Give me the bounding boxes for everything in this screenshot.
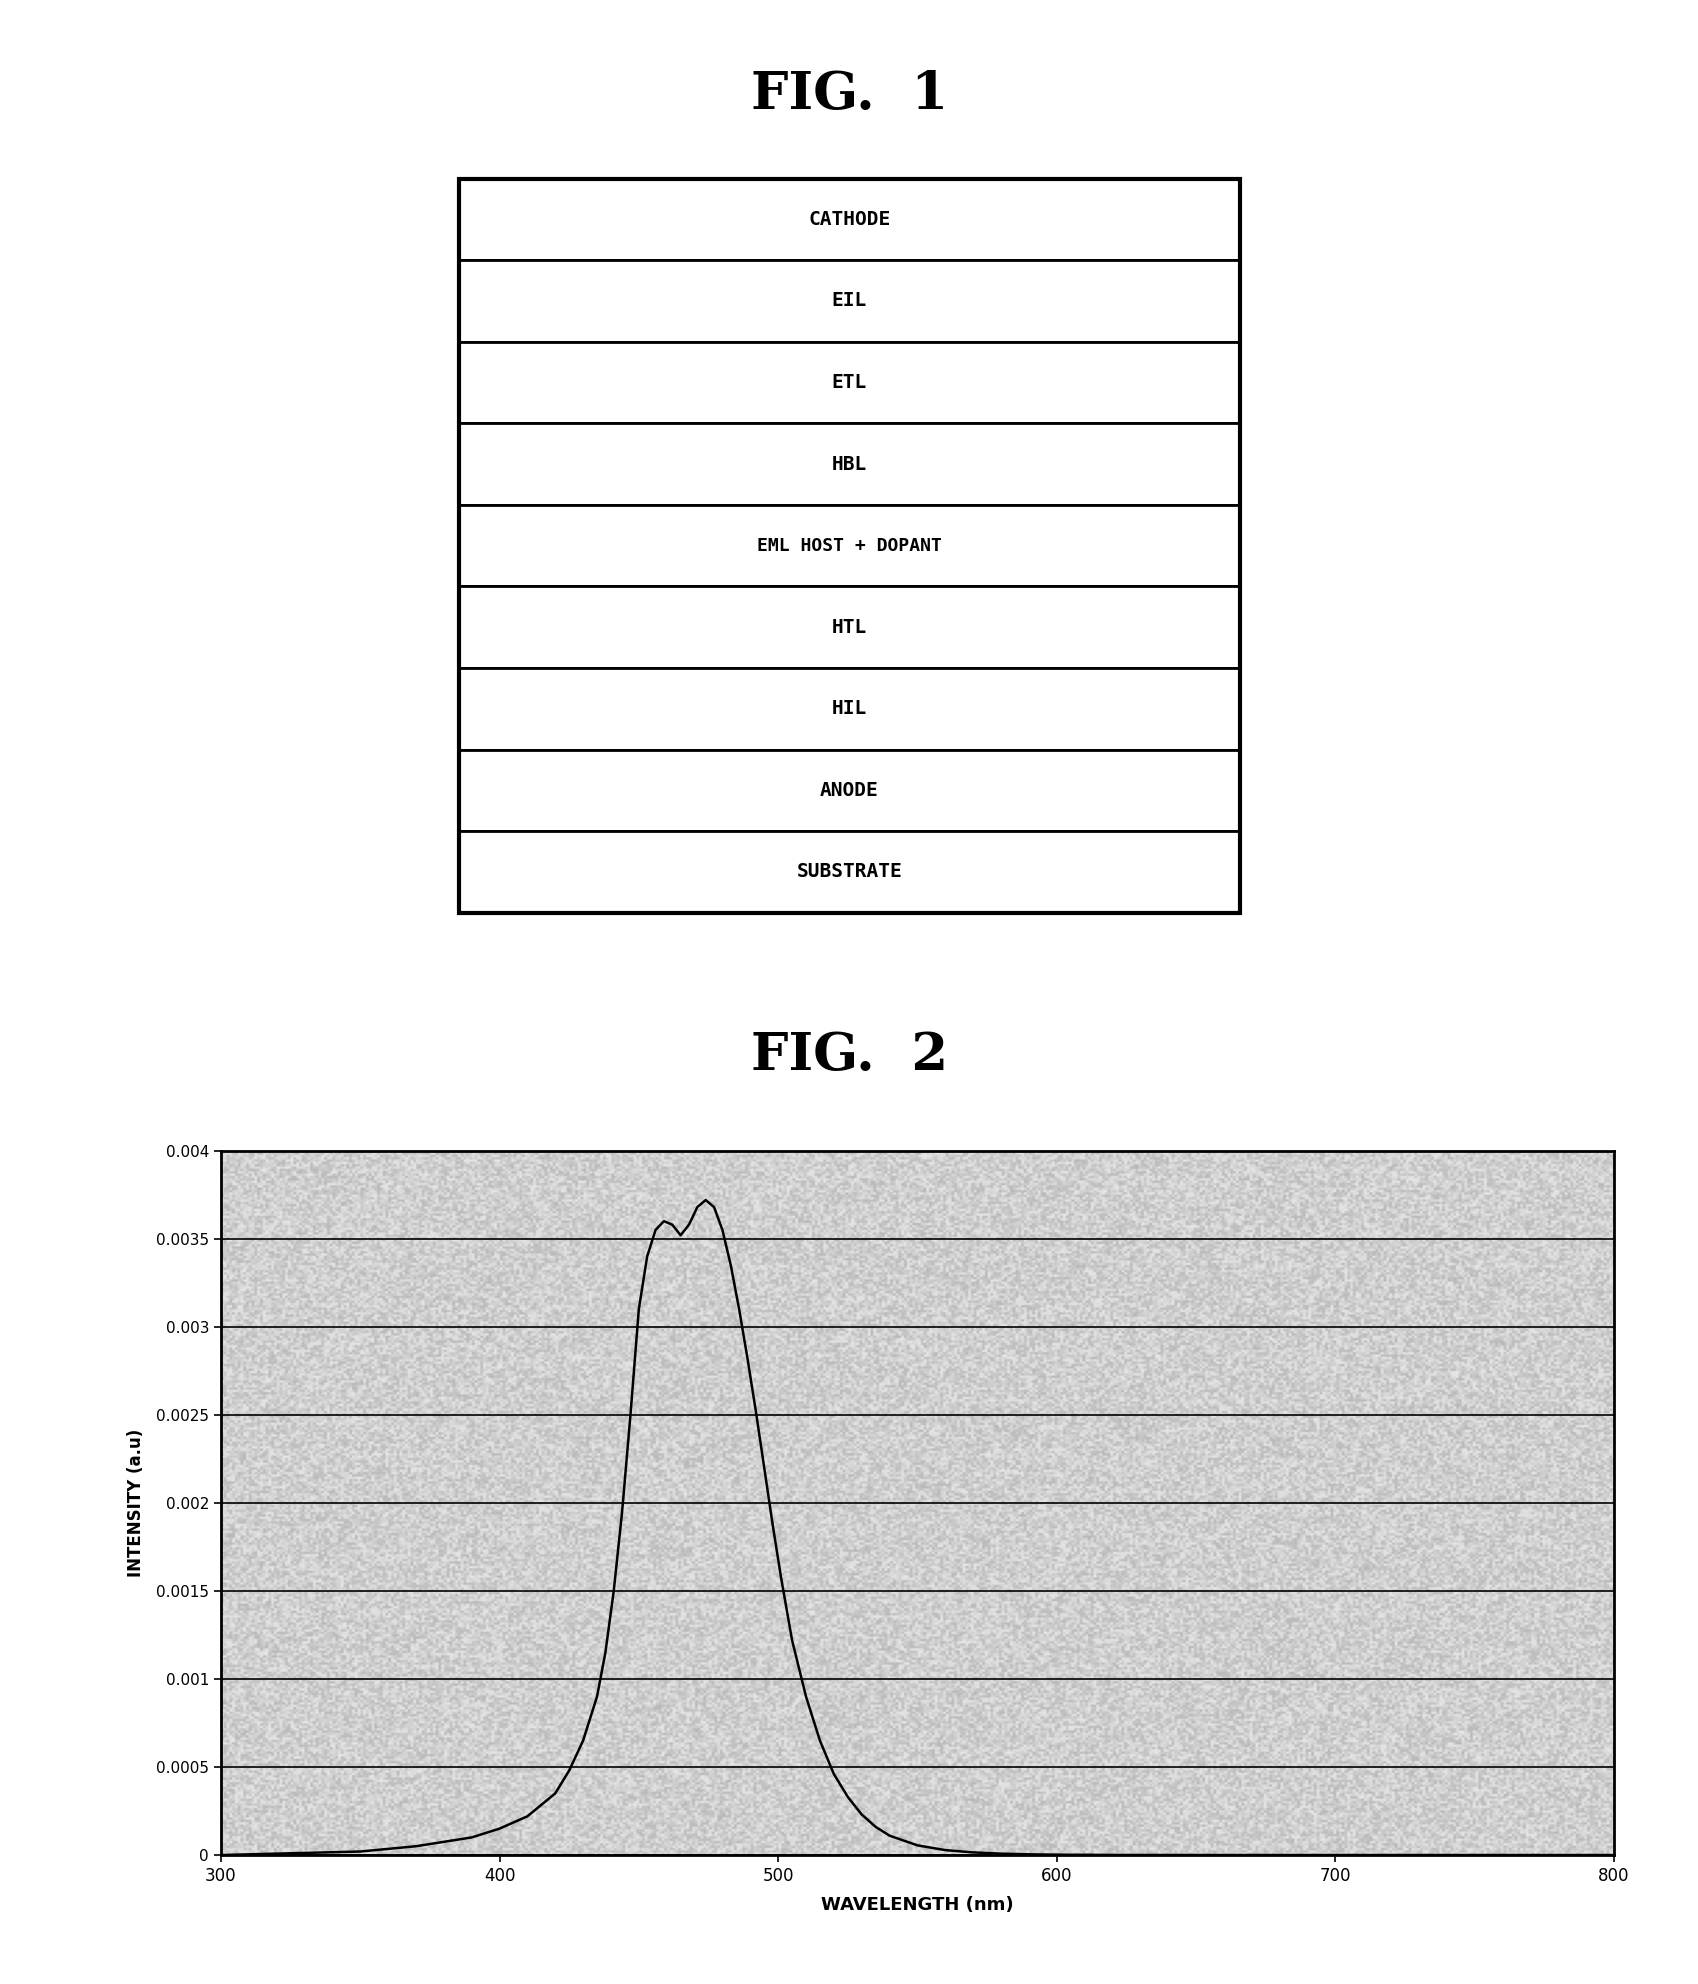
Text: EIL: EIL xyxy=(832,292,866,310)
Text: ANODE: ANODE xyxy=(820,782,878,800)
Text: ETL: ETL xyxy=(832,373,866,393)
Bar xyxy=(458,260,1240,341)
Bar xyxy=(458,423,1240,504)
Bar xyxy=(458,669,1240,750)
Bar xyxy=(458,504,1240,587)
Y-axis label: INTENSITY (a.u): INTENSITY (a.u) xyxy=(127,1428,144,1577)
Bar xyxy=(458,179,1240,260)
Text: EML HOST + DOPANT: EML HOST + DOPANT xyxy=(757,536,941,556)
Bar xyxy=(458,341,1240,423)
Text: HIL: HIL xyxy=(832,698,866,718)
Bar xyxy=(458,587,1240,669)
Text: CATHODE: CATHODE xyxy=(808,210,890,228)
Text: SUBSTRATE: SUBSTRATE xyxy=(796,863,902,881)
Bar xyxy=(458,179,1240,913)
Text: FIG.  2: FIG. 2 xyxy=(751,1030,947,1081)
Bar xyxy=(458,750,1240,831)
Bar xyxy=(458,831,1240,913)
Text: HTL: HTL xyxy=(832,617,866,637)
Text: HBL: HBL xyxy=(832,454,866,474)
Text: FIG.  1: FIG. 1 xyxy=(751,69,947,121)
X-axis label: WAVELENGTH (nm): WAVELENGTH (nm) xyxy=(820,1897,1014,1915)
